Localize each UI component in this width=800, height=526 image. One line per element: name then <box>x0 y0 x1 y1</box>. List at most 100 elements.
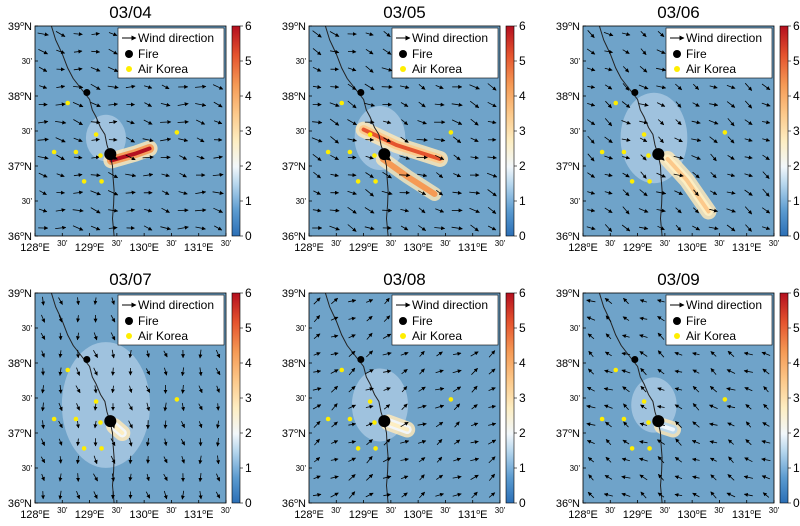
colorbar-tick-label: 2 <box>793 426 800 440</box>
colorbar-tick-label: 6 <box>245 286 252 300</box>
wind-arrow <box>728 439 734 445</box>
legend-fire-marker <box>399 50 407 58</box>
wind-arrow <box>727 474 735 481</box>
wind-arrow <box>146 402 151 412</box>
wind-arrow <box>347 173 357 178</box>
wind-arrow <box>37 155 49 160</box>
wind-arrow <box>330 457 339 462</box>
wind-arrow <box>314 438 320 446</box>
air-korea-station <box>629 179 635 184</box>
air-korea-station <box>325 149 331 155</box>
wind-arrow <box>691 120 701 125</box>
wind-arrow <box>435 421 444 428</box>
wind-arrow <box>73 49 83 54</box>
wind-arrow <box>639 120 649 125</box>
legend-airkorea-marker <box>674 333 680 339</box>
y-tick-label: 38oN <box>282 358 306 370</box>
wind-arrow <box>709 440 718 445</box>
x-tick-label: 129oE <box>623 242 653 254</box>
wind-arrow <box>90 225 101 231</box>
wind-arrow <box>40 385 45 394</box>
colorbar-gradient <box>505 292 515 504</box>
air-korea-station <box>621 149 627 155</box>
plume-core <box>109 146 152 163</box>
wind-arrow <box>657 316 665 322</box>
wind-arrow <box>726 190 736 195</box>
wind-arrow <box>417 440 427 444</box>
wind-arrow <box>177 102 189 107</box>
wind-arrow <box>401 403 408 410</box>
plume-core <box>660 424 675 432</box>
x-tick-label: 30' <box>769 506 780 515</box>
wind-arrow <box>470 474 479 480</box>
wind-arrow <box>365 32 374 37</box>
x-tick-label: 30' <box>57 239 68 248</box>
wind-arrow <box>727 118 735 127</box>
wind-arrow <box>435 208 445 213</box>
air-korea-station <box>347 416 353 422</box>
wind-arrow <box>40 456 46 464</box>
wind-arrow <box>622 66 630 73</box>
wind-arrow <box>312 492 322 497</box>
wind-arrow <box>143 119 153 125</box>
y-tick-label: 36oN <box>282 231 306 243</box>
air-korea-station <box>81 446 87 451</box>
wind-arrow <box>727 136 735 144</box>
wind-arrow <box>604 224 613 232</box>
x-tick-label: 130oE <box>403 242 433 254</box>
legend-fire-label: Fire <box>138 314 159 328</box>
wind-arrow <box>145 491 151 499</box>
x-tick-label: 30' <box>112 239 123 248</box>
x-tick-label: 30' <box>331 239 342 248</box>
colorbar-tick-label: 4 <box>519 89 526 103</box>
wind-arrow <box>675 421 682 428</box>
x-tick-label: 30' <box>386 239 397 248</box>
x-tick-label: 30' <box>166 506 177 515</box>
wind-arrow <box>416 137 428 142</box>
wind-arrow <box>621 120 631 125</box>
wind-arrow <box>656 85 667 90</box>
wind-arrow <box>621 351 631 356</box>
legend-airkorea-label: Air Korea <box>138 62 188 76</box>
wind-arrow <box>111 473 116 482</box>
wind-arrow <box>76 420 80 429</box>
wind-arrow <box>365 172 374 179</box>
wind-arrow <box>384 297 390 305</box>
wind-arrow <box>622 172 630 178</box>
wind-arrow <box>762 171 770 179</box>
x-tick-label: 128oE <box>568 242 598 254</box>
colorbar-tick-label: 1 <box>519 194 526 208</box>
air-korea-station <box>93 399 99 404</box>
wind-arrow <box>160 226 171 231</box>
wind-arrow <box>674 137 683 143</box>
colorbar-tick-label: 0 <box>519 496 526 510</box>
legend-airkorea-label: Air Korea <box>412 62 462 76</box>
legend-airkorea-marker <box>674 66 680 72</box>
wind-arrow <box>383 493 391 497</box>
wind-arrow <box>55 102 66 107</box>
wind-arrow <box>163 456 168 464</box>
wind-arrow <box>160 102 171 107</box>
wind-arrow <box>762 137 771 142</box>
fire-marker <box>652 148 665 161</box>
y-tick-label: 30' <box>570 127 581 136</box>
wind-arrow <box>586 67 596 72</box>
wind-arrow <box>745 421 752 428</box>
fire-marker <box>357 89 365 96</box>
wind-arrow <box>177 120 189 125</box>
wind-arrow <box>93 420 98 429</box>
fire-marker <box>652 415 665 428</box>
wind-arrow <box>163 438 168 446</box>
wind-arrow <box>108 102 118 107</box>
wind-arrow <box>198 455 203 465</box>
wind-arrow <box>347 206 357 214</box>
wind-arrow <box>605 100 612 109</box>
wind-arrow <box>126 120 135 125</box>
x-tick-label: 128oE <box>294 509 324 521</box>
wind-arrow <box>348 440 356 445</box>
wind-arrow <box>73 190 84 195</box>
wind-arrow <box>365 492 374 498</box>
wind-arrow <box>163 402 168 412</box>
wind-arrow <box>72 225 84 231</box>
